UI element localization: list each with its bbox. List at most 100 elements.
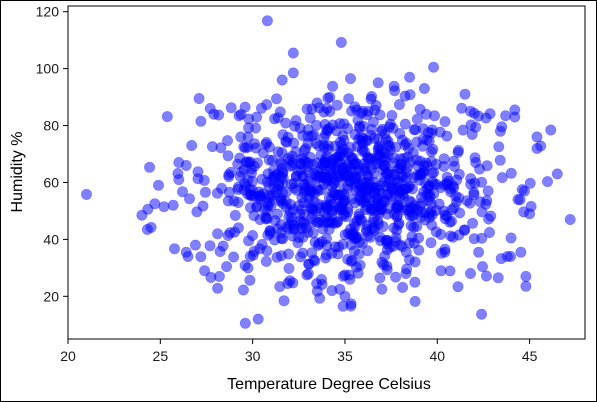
data-point [260, 255, 272, 267]
data-point [382, 189, 394, 201]
data-point [520, 280, 532, 292]
data-point [515, 246, 527, 258]
data-point [192, 166, 204, 178]
data-point [346, 105, 358, 117]
data-point [454, 207, 466, 219]
data-point [390, 141, 402, 153]
data-point [409, 276, 421, 288]
data-point [509, 111, 521, 123]
x-axis-ticks: 20 25 30 35 40 45 [60, 339, 538, 364]
data-point [476, 176, 488, 188]
data-point [247, 249, 259, 261]
data-point [144, 161, 156, 173]
data-point [480, 270, 492, 282]
data-point [359, 146, 371, 158]
data-point [238, 184, 250, 196]
data-point [284, 160, 296, 172]
data-point [235, 131, 247, 143]
data-point [142, 203, 154, 215]
data-point [476, 261, 488, 273]
data-point [380, 133, 392, 145]
data-point [374, 272, 386, 284]
data-point [505, 251, 517, 263]
data-point [408, 124, 420, 136]
data-point [251, 200, 263, 212]
data-point [251, 111, 263, 123]
data-point [357, 196, 369, 208]
data-point [426, 156, 438, 168]
data-point [531, 142, 543, 154]
data-point [287, 47, 299, 59]
data-point [281, 221, 293, 233]
data-point [545, 124, 557, 136]
data-point [483, 213, 495, 225]
data-point [382, 149, 394, 161]
data-point [459, 224, 471, 236]
data-point [232, 158, 244, 170]
data-point [261, 99, 273, 111]
x-tick-label: 40 [429, 348, 445, 364]
data-point [482, 185, 494, 197]
data-point [302, 268, 314, 280]
data-point [372, 77, 384, 89]
data-point [377, 164, 389, 176]
data-point [286, 230, 298, 242]
data-point [287, 277, 299, 289]
data-point [494, 125, 506, 137]
data-point [228, 195, 240, 207]
data-point [270, 187, 282, 199]
data-point [307, 186, 319, 198]
data-point [247, 175, 259, 187]
data-point [303, 258, 315, 270]
data-point [262, 168, 274, 180]
data-point [366, 203, 378, 215]
data-point [167, 199, 179, 211]
data-point [339, 269, 351, 281]
data-point [81, 188, 93, 200]
data-point [480, 198, 492, 210]
x-axis-label: Temperature Degree Celsius [227, 376, 431, 393]
data-point [447, 180, 459, 192]
data-point [428, 110, 440, 122]
data-point [193, 93, 205, 105]
scatter-points [81, 15, 576, 329]
data-point [551, 168, 563, 180]
data-point [215, 142, 227, 154]
data-point [369, 104, 381, 116]
data-point [424, 191, 436, 203]
data-point [345, 255, 357, 267]
data-point [222, 150, 234, 162]
data-point [189, 239, 201, 251]
data-point [426, 124, 438, 136]
data-point [338, 118, 350, 130]
data-point [525, 200, 537, 212]
data-point [334, 136, 346, 148]
data-point [464, 197, 476, 209]
data-point [333, 201, 345, 213]
data-point [386, 110, 398, 122]
data-point [306, 247, 318, 259]
data-point [204, 240, 216, 252]
data-point [409, 295, 421, 307]
data-point [199, 186, 211, 198]
data-point [191, 206, 203, 218]
data-point [272, 146, 284, 158]
data-point [468, 107, 480, 119]
data-point [308, 129, 320, 141]
data-point [312, 239, 324, 251]
data-point [329, 241, 341, 253]
data-point [239, 317, 251, 329]
data-point [408, 172, 420, 184]
data-point [389, 85, 401, 97]
data-point [243, 235, 255, 247]
data-point [237, 284, 249, 296]
data-point [494, 154, 506, 166]
data-point [252, 313, 264, 325]
data-point [311, 278, 323, 290]
data-point [327, 80, 339, 92]
data-point [425, 237, 437, 249]
data-point [374, 231, 386, 243]
data-point [304, 112, 316, 124]
data-point [413, 232, 425, 244]
data-point [495, 253, 507, 265]
